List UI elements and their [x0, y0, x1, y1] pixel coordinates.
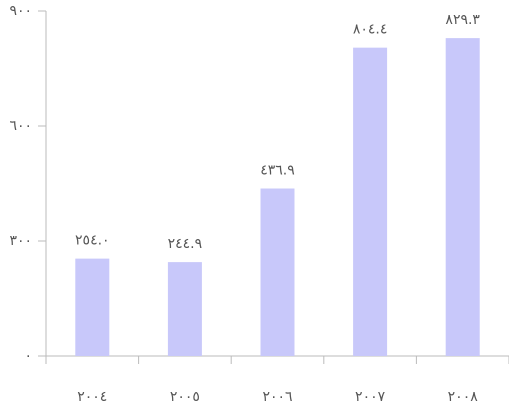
- y-tick-label: ٠: [24, 348, 32, 364]
- y-tick-label: ٦٠٠: [9, 118, 32, 134]
- bar: [167, 262, 202, 356]
- x-tick-label: ٢٠٠٤: [77, 389, 107, 405]
- value-label: ٢٥٤.٠: [75, 233, 110, 249]
- value-label: ٨٢٩.٣: [445, 12, 480, 28]
- y-tick-label: ٣٠٠: [9, 233, 32, 249]
- y-tick-label: ٩٠٠: [9, 3, 32, 19]
- value-label: ٢٤٤.٩: [168, 236, 203, 252]
- x-tick-label: ٢٠٠٧: [355, 389, 386, 405]
- x-tick-label: ٢٠٠٨: [448, 389, 479, 405]
- value-label: ٨٠٤.٤: [353, 22, 388, 38]
- x-tick-label: ٢٠٠٥: [170, 389, 200, 405]
- value-label: ٤٣٦.٩: [260, 163, 295, 179]
- x-tick-label: ٢٠٠٦: [262, 389, 292, 405]
- bar: [445, 38, 480, 357]
- bar: [260, 188, 295, 356]
- bar: [75, 258, 110, 356]
- bar: [353, 47, 388, 356]
